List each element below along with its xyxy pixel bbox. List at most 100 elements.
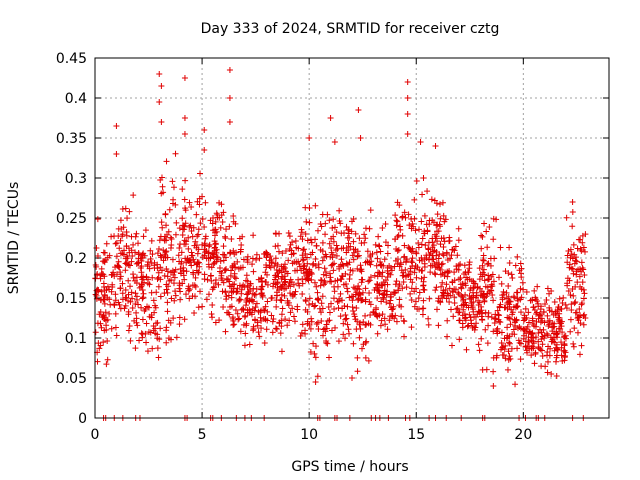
data-point xyxy=(305,301,312,308)
data-point xyxy=(473,289,480,296)
data-point xyxy=(544,369,551,376)
data-point xyxy=(529,317,536,324)
data-point xyxy=(538,336,545,343)
data-point xyxy=(353,305,360,312)
data-point xyxy=(425,245,432,252)
data-point xyxy=(503,289,510,296)
data-point xyxy=(259,278,266,285)
data-point xyxy=(354,253,361,260)
data-point xyxy=(514,253,521,260)
data-point xyxy=(193,244,200,251)
data-point xyxy=(366,225,373,232)
data-point xyxy=(460,306,467,313)
data-point xyxy=(244,295,251,302)
data-point xyxy=(552,311,559,318)
data-point xyxy=(244,284,251,291)
data-point xyxy=(220,303,227,310)
data-point xyxy=(485,272,492,279)
data-point xyxy=(581,248,588,255)
data-point xyxy=(391,288,398,295)
data-point xyxy=(427,262,434,269)
data-point xyxy=(425,315,432,322)
data-point xyxy=(217,258,224,265)
data-point xyxy=(365,320,372,327)
data-point xyxy=(132,290,139,297)
data-point xyxy=(337,290,344,297)
data-point xyxy=(117,217,124,224)
data-point xyxy=(117,275,124,282)
data-point xyxy=(156,71,163,77)
data-point xyxy=(452,243,459,250)
data-point xyxy=(333,242,340,249)
data-point xyxy=(278,348,285,355)
data-point xyxy=(482,326,489,333)
data-point xyxy=(481,277,488,284)
data-point xyxy=(344,234,351,241)
data-point xyxy=(182,177,189,184)
data-point xyxy=(328,235,335,242)
data-point xyxy=(574,329,581,336)
data-point xyxy=(306,295,313,302)
data-point xyxy=(407,246,414,253)
data-point xyxy=(319,239,326,246)
data-point xyxy=(318,223,325,230)
data-point xyxy=(241,342,248,349)
data-point xyxy=(544,332,551,339)
data-point xyxy=(359,276,366,283)
data-point xyxy=(396,302,403,309)
data-point xyxy=(195,304,202,311)
data-point xyxy=(112,324,119,331)
data-point xyxy=(529,343,536,350)
data-point xyxy=(571,300,578,307)
data-point xyxy=(273,325,280,332)
data-point xyxy=(488,314,495,321)
data-point xyxy=(161,236,168,243)
data-point xyxy=(350,238,357,245)
data-point xyxy=(144,303,151,310)
data-point xyxy=(508,345,515,352)
data-point xyxy=(195,269,202,276)
data-point xyxy=(258,290,265,297)
data-point xyxy=(557,320,564,327)
data-point xyxy=(377,262,384,269)
data-point xyxy=(149,251,156,258)
data-point xyxy=(157,325,164,332)
data-point xyxy=(447,292,454,299)
data-point xyxy=(387,297,394,304)
data-point xyxy=(94,253,101,260)
data-point xyxy=(357,267,364,274)
data-point xyxy=(328,327,335,334)
data-point xyxy=(176,225,183,232)
data-point xyxy=(253,300,260,307)
data-point xyxy=(212,319,219,326)
data-point xyxy=(336,295,343,302)
data-point xyxy=(127,283,134,290)
data-point xyxy=(264,271,271,278)
data-point xyxy=(140,290,147,297)
data-point xyxy=(102,309,109,316)
data-point xyxy=(163,248,170,255)
data-point xyxy=(163,324,170,331)
data-point xyxy=(181,115,188,121)
data-point xyxy=(498,280,505,287)
data-point xyxy=(541,301,548,308)
data-point xyxy=(407,290,414,297)
data-point xyxy=(205,291,212,298)
data-point xyxy=(253,256,260,263)
data-point xyxy=(379,225,386,232)
data-point xyxy=(420,282,427,289)
data-point xyxy=(274,280,281,287)
data-point xyxy=(435,298,442,305)
data-point xyxy=(448,306,455,313)
data-point xyxy=(403,284,410,291)
data-point xyxy=(201,252,208,259)
data-point xyxy=(319,305,326,312)
data-point xyxy=(164,273,171,280)
data-point xyxy=(307,325,314,332)
data-point xyxy=(359,345,366,352)
data-point xyxy=(117,237,124,244)
data-point xyxy=(173,219,180,226)
data-point xyxy=(324,340,331,347)
data-point xyxy=(170,184,177,191)
